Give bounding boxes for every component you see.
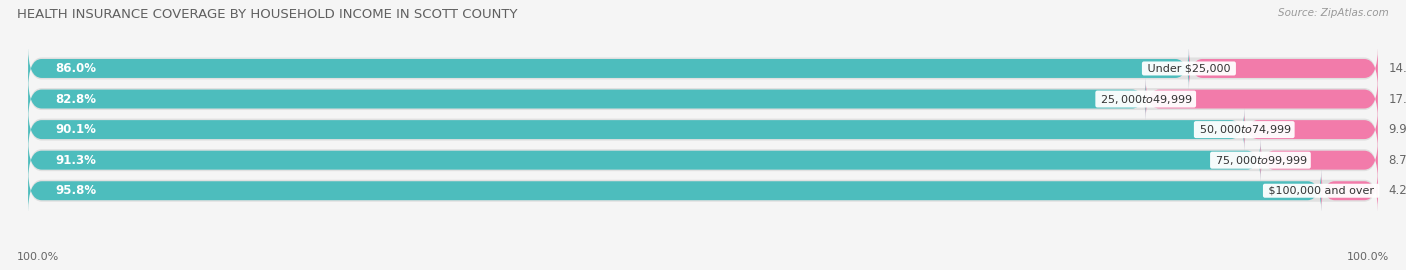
FancyBboxPatch shape [28, 141, 1378, 180]
FancyBboxPatch shape [1244, 109, 1378, 151]
Text: Under $25,000: Under $25,000 [1144, 63, 1234, 73]
Text: 9.9%: 9.9% [1389, 123, 1406, 136]
FancyBboxPatch shape [1322, 170, 1378, 212]
Text: $50,000 to $74,999: $50,000 to $74,999 [1197, 123, 1292, 136]
FancyBboxPatch shape [1189, 47, 1378, 90]
Text: 82.8%: 82.8% [55, 93, 96, 106]
FancyBboxPatch shape [28, 79, 1378, 119]
Text: 8.7%: 8.7% [1389, 154, 1406, 167]
FancyBboxPatch shape [28, 170, 1322, 212]
Text: HEALTH INSURANCE COVERAGE BY HOUSEHOLD INCOME IN SCOTT COUNTY: HEALTH INSURANCE COVERAGE BY HOUSEHOLD I… [17, 8, 517, 21]
Text: 100.0%: 100.0% [17, 252, 59, 262]
Text: 91.3%: 91.3% [55, 154, 96, 167]
FancyBboxPatch shape [28, 47, 1189, 90]
Text: Source: ZipAtlas.com: Source: ZipAtlas.com [1278, 8, 1389, 18]
FancyBboxPatch shape [28, 109, 1244, 151]
FancyBboxPatch shape [28, 110, 1378, 149]
Text: 4.2%: 4.2% [1389, 184, 1406, 197]
Text: 14.0%: 14.0% [1389, 62, 1406, 75]
Text: 100.0%: 100.0% [1347, 252, 1389, 262]
FancyBboxPatch shape [28, 171, 1378, 210]
FancyBboxPatch shape [1260, 139, 1378, 181]
Text: $25,000 to $49,999: $25,000 to $49,999 [1097, 93, 1194, 106]
FancyBboxPatch shape [28, 78, 1146, 120]
FancyBboxPatch shape [28, 139, 1260, 181]
Text: $100,000 and over: $100,000 and over [1265, 186, 1378, 196]
Text: 90.1%: 90.1% [55, 123, 96, 136]
Text: $75,000 to $99,999: $75,000 to $99,999 [1212, 154, 1309, 167]
Text: 95.8%: 95.8% [55, 184, 96, 197]
Text: 17.2%: 17.2% [1389, 93, 1406, 106]
FancyBboxPatch shape [28, 49, 1378, 88]
Text: 86.0%: 86.0% [55, 62, 96, 75]
FancyBboxPatch shape [1146, 78, 1378, 120]
